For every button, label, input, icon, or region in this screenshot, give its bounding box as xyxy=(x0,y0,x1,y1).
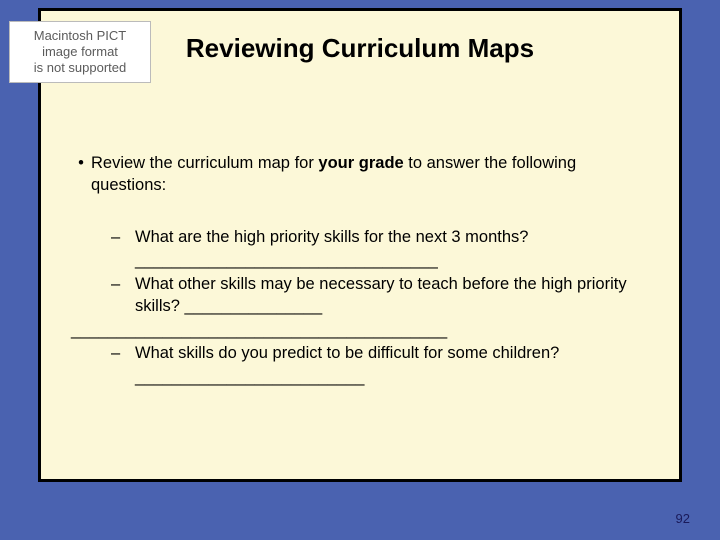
slide-content: • Review the curriculum map for your gra… xyxy=(71,153,651,391)
bullet-mark: • xyxy=(71,153,91,197)
sub-2-inline-blank: _______________ xyxy=(185,297,323,315)
slide-title: Reviewing Curriculum Maps xyxy=(41,33,679,64)
dash-mark: – xyxy=(111,227,135,249)
sub-1-text: What are the high priority skills for th… xyxy=(135,227,651,249)
sub-3: – What skills do you predict to be diffi… xyxy=(111,343,651,365)
sub-3-blank: _________________________ xyxy=(135,367,651,389)
bullet-bold: your grade xyxy=(318,154,403,172)
bullet-pre: Review the curriculum map for xyxy=(91,154,318,172)
bullet-text: Review the curriculum map for your grade… xyxy=(91,153,651,197)
dash-mark: – xyxy=(111,274,135,318)
sub-2-blank: ________________________________________… xyxy=(71,320,651,342)
sub-3-text: What skills do you predict to be difficu… xyxy=(135,343,651,365)
slide-card: Macintosh PICT image format is not suppo… xyxy=(38,8,682,482)
page-number: 92 xyxy=(676,511,690,526)
sub-2-text: What other skills may be necessary to te… xyxy=(135,274,651,318)
sub-1: – What are the high priority skills for … xyxy=(111,227,651,249)
sub-list: – What are the high priority skills for … xyxy=(111,227,651,389)
dash-mark: – xyxy=(111,343,135,365)
bullet-1: • Review the curriculum map for your gra… xyxy=(71,153,651,197)
sub-2: – What other skills may be necessary to … xyxy=(111,274,651,318)
sub-1-blank: _________________________________ xyxy=(135,250,651,272)
